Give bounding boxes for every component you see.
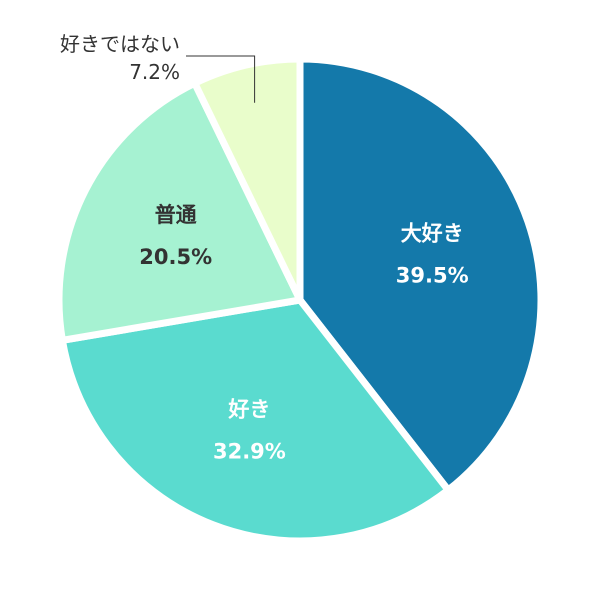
slice-label-value: 20.5% <box>139 245 212 269</box>
slice-label-value: 32.9% <box>213 439 286 463</box>
pie-labels: 大好き 39.5% 好き 32.9% 普通 20.5% 好きではない 7.2% <box>60 32 469 463</box>
pie-slice-4 <box>190 55 304 302</box>
pie-slice-2 <box>58 296 454 545</box>
slice-label-name: 好きではない <box>60 32 180 56</box>
pie-slice-3 <box>55 78 306 345</box>
slice-label-name: 好き <box>227 397 270 421</box>
pie-slices <box>55 55 545 545</box>
slice-label-value: 7.2% <box>129 60 180 84</box>
slice-label-name: 普通 <box>155 203 197 227</box>
slice-label-value: 39.5% <box>396 264 469 288</box>
slice-label-name: 大好き <box>401 222 464 246</box>
leader-line <box>186 55 256 103</box>
pie-slice-1 <box>296 55 545 495</box>
